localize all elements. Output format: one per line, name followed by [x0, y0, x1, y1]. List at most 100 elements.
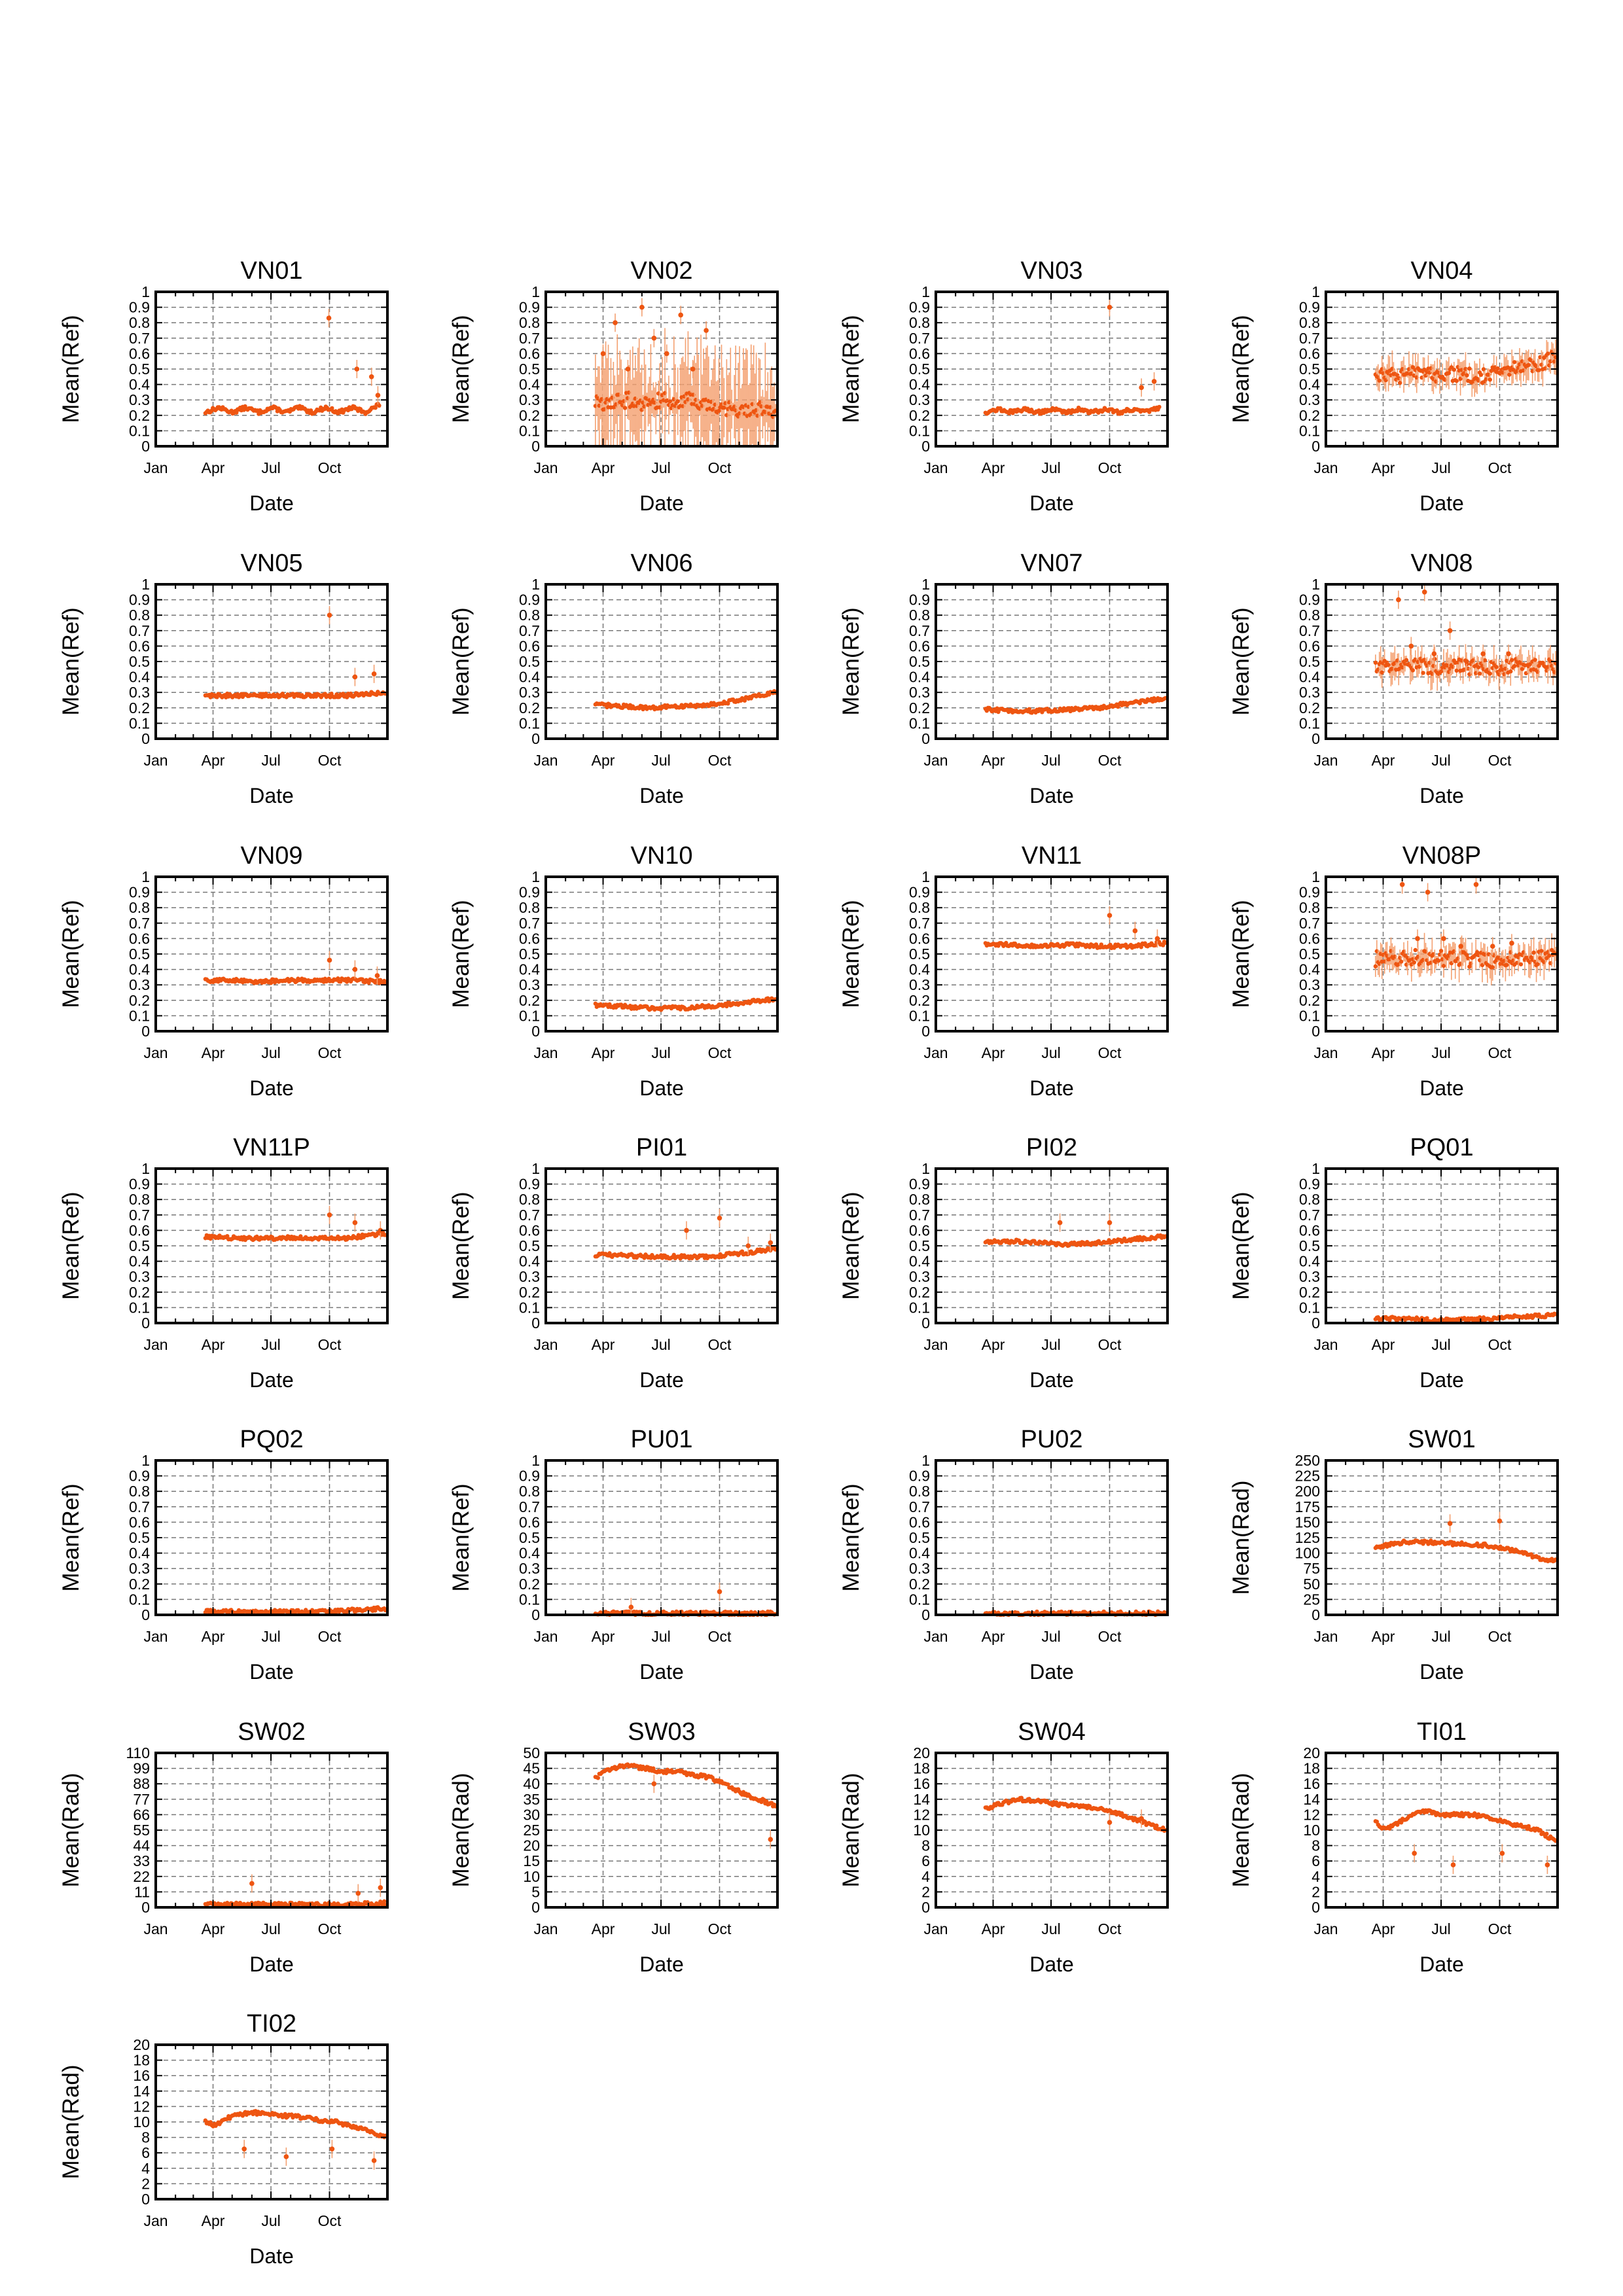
y-tick-label: 0 — [531, 1315, 540, 1332]
data-point — [1512, 663, 1517, 669]
y-tick-label: 0 — [531, 730, 540, 747]
chart-title: VN07 — [1020, 550, 1082, 577]
data-point — [1547, 953, 1552, 958]
y-axis-label: Mean(Ref) — [58, 1192, 84, 1299]
x-tick-label: Oct — [708, 752, 732, 769]
x-tick-label: Apr — [592, 1628, 615, 1645]
data-point — [1410, 364, 1416, 370]
data-point — [1495, 366, 1500, 371]
chart-panel-pq02: 00.10.20.30.40.50.60.70.80.91 Jan Apr Jul Oc… — [58, 1426, 389, 1684]
y-tick-label: 0.2 — [519, 1284, 540, 1301]
chart-panel-pu01: 00.10.20.30.40.50.60.70.80.91 Jan Apr Jul Oc… — [448, 1426, 779, 1684]
y-tick-label: 0.8 — [1299, 314, 1320, 331]
y-tick-label: 0.3 — [519, 976, 540, 993]
y-tick-label: 0.6 — [129, 1513, 150, 1530]
data-point — [1509, 940, 1514, 946]
chart-title: VN01 — [240, 257, 302, 285]
x-axis-label: Date — [1419, 1076, 1464, 1100]
y-tick-label: 0.4 — [519, 1253, 540, 1270]
y-tick-label: 0.9 — [129, 884, 150, 901]
x-tick-label: Oct — [318, 1628, 342, 1645]
data-point — [1157, 404, 1162, 410]
y-tick-label: 0.5 — [909, 945, 930, 963]
data-point — [1107, 913, 1113, 918]
y-tick-label: 0.8 — [909, 314, 930, 331]
x-tick-label: Jan — [143, 1044, 168, 1061]
y-tick-label: 0.5 — [909, 361, 930, 378]
data-point — [717, 1215, 722, 1221]
y-tick-label: 0.5 — [519, 945, 540, 963]
x-axis-label: Date — [249, 491, 294, 515]
x-axis-label: Date — [1029, 1368, 1074, 1392]
y-tick-label: 0.9 — [519, 1176, 540, 1193]
x-tick-label: Jul — [1041, 1044, 1060, 1061]
chart-panel-vn10: 00.10.20.30.40.50.60.70.80.91 Jan Apr Jul Oc… — [448, 842, 779, 1100]
data-point — [1412, 960, 1417, 965]
x-axis-label: Date — [1419, 1368, 1464, 1392]
chart-title: VN11P — [233, 1134, 310, 1161]
y-tick-label: 0.4 — [129, 1545, 150, 1562]
x-tick-label: Oct — [318, 459, 342, 476]
y-tick-label: 0.4 — [909, 1253, 930, 1270]
x-tick-label: Jul — [1041, 1336, 1060, 1353]
y-tick-label: 0.7 — [1299, 330, 1320, 347]
y-tick-label: 0.1 — [909, 1299, 930, 1316]
x-tick-label: Jul — [1431, 1044, 1450, 1061]
y-tick-label: 0.9 — [519, 592, 540, 609]
y-tick-label: 0.2 — [129, 407, 150, 424]
y-tick-label: 0.7 — [129, 1498, 150, 1515]
data-point — [371, 671, 377, 677]
x-tick-label: Oct — [708, 1628, 732, 1645]
y-axis-label: Mean(Ref) — [58, 1483, 84, 1591]
data-point — [1377, 378, 1382, 383]
data-point — [1441, 936, 1446, 942]
chart-title: PU02 — [1020, 1426, 1082, 1453]
x-tick-label: Jan — [533, 752, 558, 769]
y-tick-label: 0.6 — [519, 1513, 540, 1530]
chart-panel-vn09: 00.10.20.30.40.50.60.70.80.91 Jan Apr Jul Oc… — [58, 842, 389, 1100]
y-tick-label: 0.9 — [1299, 884, 1320, 901]
data-point — [622, 406, 628, 410]
data-series-vn05 — [203, 606, 388, 699]
y-tick-label: 0.1 — [1299, 715, 1320, 732]
y-tick-label: 0.8 — [519, 607, 540, 624]
y-tick-label: 0 — [141, 730, 150, 747]
data-point — [717, 408, 721, 414]
y-tick-label: 0.5 — [1299, 945, 1320, 963]
y-tick-label: 0.5 — [519, 1237, 540, 1254]
x-tick-label: Apr — [202, 1628, 225, 1645]
x-axis-label: Date — [639, 784, 684, 807]
x-tick-label: Apr — [202, 1044, 225, 1061]
x-tick-label: Apr — [202, 1336, 225, 1353]
data-point — [664, 351, 669, 357]
y-tick-label: 0.6 — [129, 1222, 150, 1239]
data-point — [1482, 658, 1488, 663]
x-tick-label: Jul — [261, 752, 280, 769]
y-tick-label: 0.4 — [519, 669, 540, 686]
y-tick-label: 0.9 — [909, 299, 930, 316]
data-series-pi01 — [593, 1209, 778, 1261]
data-series-vn01 — [203, 309, 382, 416]
y-tick-label: 0.3 — [1299, 684, 1320, 701]
y-tick-label: 1 — [531, 283, 540, 300]
data-point — [1154, 936, 1160, 942]
data-series-vn04 — [1373, 339, 1558, 397]
data-point — [354, 366, 360, 372]
y-tick-label: 0.2 — [909, 992, 930, 1009]
x-tick-label: Oct — [1098, 459, 1122, 476]
y-tick-label: 0.5 — [519, 1529, 540, 1546]
y-tick-label: 1 — [921, 576, 930, 593]
y-tick-label: 0.1 — [519, 1591, 540, 1608]
y-tick-label: 1 — [531, 576, 540, 593]
y-tick-label: 0.1 — [129, 1299, 150, 1316]
data-series-vn08 — [1373, 584, 1558, 691]
y-axis-label: Mean(Ref) — [1228, 607, 1254, 715]
y-tick-label: 1 — [921, 868, 930, 885]
data-point — [1425, 889, 1431, 895]
y-tick-label: 0 — [1311, 730, 1320, 747]
y-tick-label: 0.1 — [909, 715, 930, 732]
chart-panel-pi02: 00.10.20.30.40.50.60.70.80.91 Jan Apr Jul Oc… — [838, 1134, 1169, 1392]
data-point — [308, 408, 313, 413]
data-point — [1490, 944, 1495, 949]
y-tick-label: 1 — [141, 1160, 150, 1177]
